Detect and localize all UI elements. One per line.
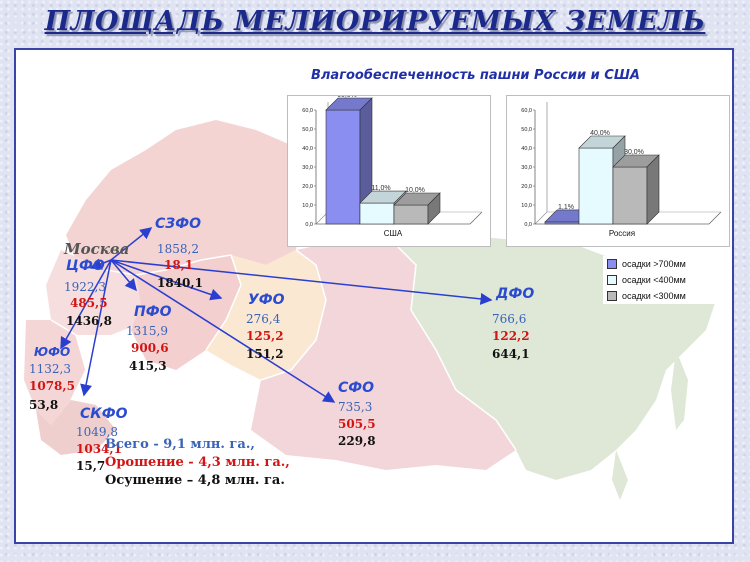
arrow-pfo [110,259,137,292]
legend-swatch-2 [607,275,617,285]
bar-value-label: 40,0% [590,130,610,137]
legend-label: осадки <300мм [622,291,686,301]
bar-value-label: 1,1% [558,204,574,211]
district-value-sfo-2: 505,5 [338,417,376,431]
district-value-dfo-2: 122,2 [492,329,530,343]
region-skfo [36,400,116,455]
district-value-pfo-2: 900,6 [131,341,169,355]
district-value-dfo-1: 766,6 [492,312,527,326]
arrow-szfo [110,227,153,261]
bar-side [427,192,441,225]
district-value-ufo-3: 151,2 [246,347,284,361]
arrow-skfo [80,259,112,397]
district-value-szfo-3: 1840,1 [157,276,203,290]
y-tick-label: 50,0 [521,127,532,133]
y-tick-label: 10,0 [521,203,532,209]
bar-value-label: 10,0% [405,187,425,194]
chart-usa: 0,0 10,0 20,0 30,0 40,0 50,0 60,0 60,0% 11,0% 10,… [287,92,491,247]
district-value-pfo-1: 1315,9 [126,324,168,338]
district-name-yufo: ЮФО [34,345,71,359]
chart-legend: осадки >700мм осадки <400мм осадки <300м… [603,256,731,304]
arrow-yufo [60,259,112,350]
bar-value-label: 60,0% [337,96,357,99]
district-value-yufo-1: 1132,3 [29,362,71,376]
district-value-cfo-1: 1922,3 [64,280,106,294]
y-tick-label: 60,0 [302,108,313,114]
totals-irrigation: Орошение - 4,3 млн. га., [105,455,290,470]
region-cfo [46,250,146,335]
totals-all: Всего - 9,1 млн. га., [105,437,255,452]
district-value-ufo-1: 276,4 [246,312,281,326]
category-label: США [384,229,403,238]
region-szfo [66,120,301,275]
totals-block: Всего - 9,1 млн. га., Орошение - 4,3 млн… [105,436,290,490]
bar-side [646,154,660,225]
legend-swatch-3 [607,291,617,301]
legend-label: осадки <400мм [622,275,686,285]
bar-front [578,147,614,225]
district-name-dfo: ДФО [496,286,535,302]
district-name-skfo: СКФО [80,406,128,422]
chart-russia: 0,0 10,0 20,0 30,0 40,0 50,0 60,0 1,1% 40,0% 30,0… [506,95,730,247]
district-value-sfo-1: 735,3 [338,400,373,414]
district-value-yufo-3: 53,8 [29,398,59,412]
y-tick-label: 10,0 [302,203,313,209]
y-tick-label: 40,0 [521,146,532,152]
region-sfo [251,240,516,470]
moscow-label: Москва [64,240,130,258]
district-name-sfo: СФО [338,380,375,396]
y-tick-label: 30,0 [302,165,313,171]
region-ufo [206,250,326,380]
chart-title: Влагообеспеченность пашни России и США [311,68,640,83]
arrows-layer [60,227,493,403]
bar-value-label: 11,0% [371,185,390,192]
legend-label: осадки >700мм [622,259,686,269]
arrow-dfo [110,259,493,305]
arrow-ufo [110,259,223,301]
bar-value-label: 30,0% [624,149,644,156]
district-value-szfo-2: 18,1 [164,258,194,272]
district-value-cfo-3: 1436,8 [66,314,112,328]
y-tick-label: 30,0 [521,165,532,171]
category-label: Россия [609,229,635,238]
y-tick-label: 50,0 [302,127,313,133]
district-value-yufo-2: 1078,5 [29,379,75,393]
district-value-ufo-2: 125,2 [246,329,284,343]
district-value-skfo-3: 15,7 [76,459,106,473]
totals-drainage: Осушение – 4,8 млн. га. [105,473,285,488]
district-value-cfo-2: 485,5 [70,296,108,310]
bar-front [325,109,361,225]
arrow-sfo [110,259,336,403]
content-frame: Влагообеспеченность пашни России и США 0… [14,48,734,544]
arrow-cfo [89,258,112,270]
axis-floor-edge [708,211,722,225]
y-tick-label: 20,0 [302,184,313,190]
district-name-ufo: УФО [248,292,285,308]
district-name-szfo: СЗФО [155,216,202,232]
axis-floor-edge [469,211,483,225]
y-tick-label: 0,0 [524,222,532,228]
y-tick-label: 0,0 [305,222,313,228]
district-name-cfo: ЦФО [66,258,105,274]
legend-swatch-1 [607,259,617,269]
region-pfo [131,255,241,370]
district-name-pfo: ПФО [134,304,172,320]
district-value-szfo-1: 1858,2 [157,242,199,256]
district-value-skfo-1: 1049,8 [76,425,118,439]
y-tick-label: 60,0 [521,108,532,114]
district-value-skfo-2: 1034,1 [76,442,122,456]
district-value-sfo-3: 229,8 [338,434,376,448]
district-value-dfo-3: 644,1 [492,347,530,361]
district-value-pfo-3: 415,3 [129,359,167,373]
page-title: ПЛОЩАДЬ МЕЛИОРИРУЕМЫХ ЗЕМЕЛЬ [44,6,706,37]
y-tick-label: 20,0 [521,184,532,190]
y-tick-label: 40,0 [302,146,313,152]
